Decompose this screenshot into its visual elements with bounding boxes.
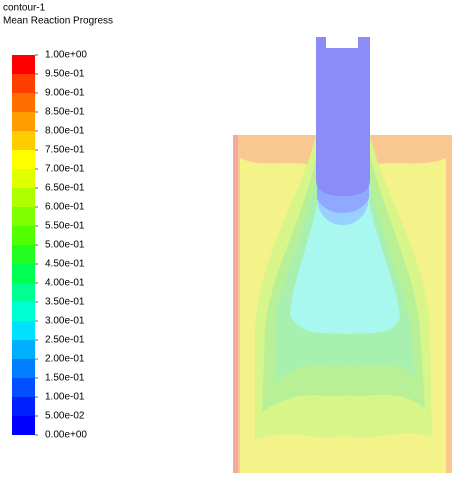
colorbar-band (12, 416, 35, 435)
colorbar-tick-label: 4.50e-01 (45, 259, 85, 270)
colorbar-tick-label: 0.00e+00 (45, 430, 87, 441)
colorbar-tick-label: 6.00e-01 (45, 202, 85, 213)
colorbar-band (12, 74, 35, 93)
colorbar-band (12, 226, 35, 245)
colorbar-tick-label: 9.50e-01 (45, 69, 85, 80)
colorbar-tick-label: 4.00e-01 (45, 278, 85, 289)
colorbar-band (12, 283, 35, 302)
colorbar-band (12, 397, 35, 416)
colorbar-tick-label: 3.50e-01 (45, 297, 85, 308)
colorbar-band (12, 245, 35, 264)
colorbar-tick-label: 7.00e-01 (45, 164, 85, 175)
colorbar-band (12, 93, 35, 112)
colorbar-tick-label: 5.50e-01 (45, 221, 85, 232)
colorbar-tick-label: 9.00e-01 (45, 88, 85, 99)
colorbar-band (12, 112, 35, 131)
colorbar-tick-label: 8.00e-01 (45, 126, 85, 137)
colorbar-band (12, 188, 35, 207)
chart-subtitle: Mean Reaction Progress (3, 16, 113, 27)
colorbar-band (12, 131, 35, 150)
inlet-pipe (316, 37, 370, 196)
colorbar-tick-label: 5.00e-01 (45, 240, 85, 251)
colorbar-band (12, 378, 35, 397)
colorbar-tick-label: 1.00e+00 (45, 50, 87, 61)
contour-field (233, 37, 452, 473)
colorbar-tick-label: 3.00e-01 (45, 316, 85, 327)
colorbar-band (12, 207, 35, 226)
colorbar-band (12, 264, 35, 283)
colorbar-band (12, 169, 35, 188)
colorbar-band (12, 150, 35, 169)
contour-band (233, 135, 238, 473)
colorbar-band (12, 340, 35, 359)
colorbar-tick-label: 1.00e-01 (45, 392, 85, 403)
colorbar-tick-label: 6.50e-01 (45, 183, 85, 194)
contour-band (290, 170, 400, 334)
colorbar-tick-label: 1.50e-01 (45, 373, 85, 384)
chart-title: contour-1 (3, 3, 46, 14)
colorbar-band (12, 55, 35, 74)
colorbar-tick-label: 7.50e-01 (45, 145, 85, 156)
colorbar-tick-label: 2.00e-01 (45, 354, 85, 365)
colorbar-band (12, 359, 35, 378)
colorbar-band (12, 302, 35, 321)
colorbar-band (12, 321, 35, 340)
colorbar-tick-label: 8.50e-01 (45, 107, 85, 118)
colorbar-tick-label: 5.00e-02 (45, 411, 85, 422)
colorbar-tick-label: 2.50e-01 (45, 335, 85, 346)
